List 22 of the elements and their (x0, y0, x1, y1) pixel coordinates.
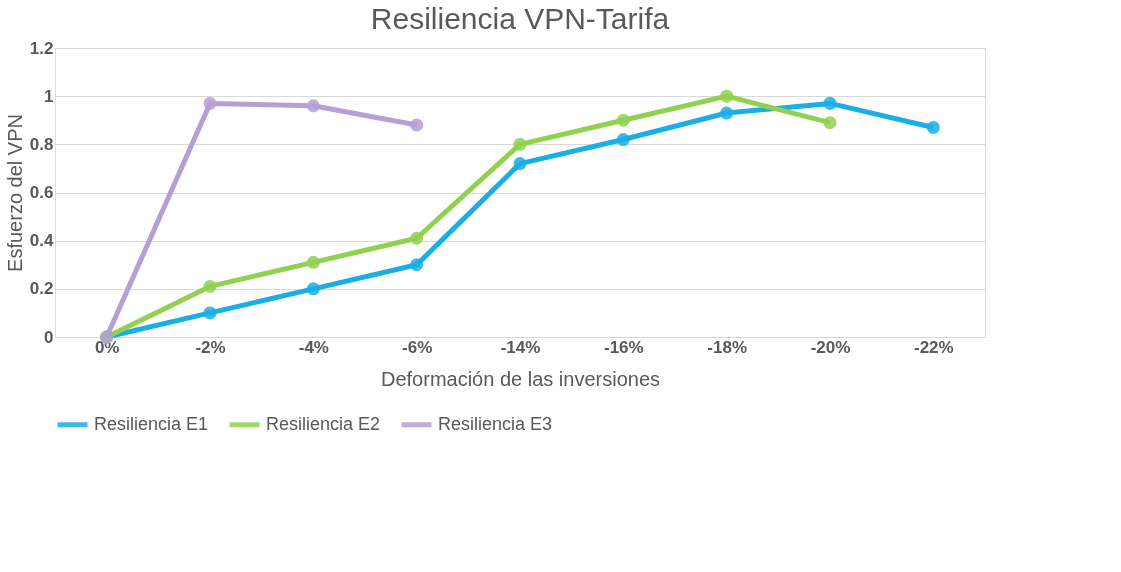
x-tick-label: -6% (402, 337, 433, 357)
y-tick-label: 0 (44, 327, 54, 347)
x-tick-label: -20% (810, 337, 851, 357)
x-axis-title: Deformación de las inversiones (380, 367, 661, 390)
legend-label: Resiliencia E3 (438, 413, 553, 434)
chart-title: Resiliencia VPN-Tarifa (370, 2, 670, 35)
x-tick-label: -14% (500, 337, 541, 357)
x-tick-label: -22% (913, 337, 954, 357)
x-tick-label: -2% (195, 337, 226, 357)
x-tick-label: 0% (94, 337, 120, 357)
x-tick-label: -18% (707, 337, 748, 357)
legend-label: Resiliencia E2 (266, 413, 381, 434)
legend-label: Resiliencia E1 (94, 413, 209, 434)
y-tick-label: 0.2 (29, 279, 54, 299)
y-tick-label: 0.8 (29, 134, 54, 154)
x-tick-label: -16% (603, 337, 644, 357)
x-tick-label: -4% (298, 337, 329, 357)
y-tick-label: 0.6 (29, 183, 54, 202)
y-tick-label: 1 (44, 86, 54, 106)
y-axis-title: Esfuerzo del VPN (3, 114, 26, 272)
y-tick-label: 0.4 (29, 231, 55, 251)
y-tick-label: 1.2 (29, 38, 54, 58)
